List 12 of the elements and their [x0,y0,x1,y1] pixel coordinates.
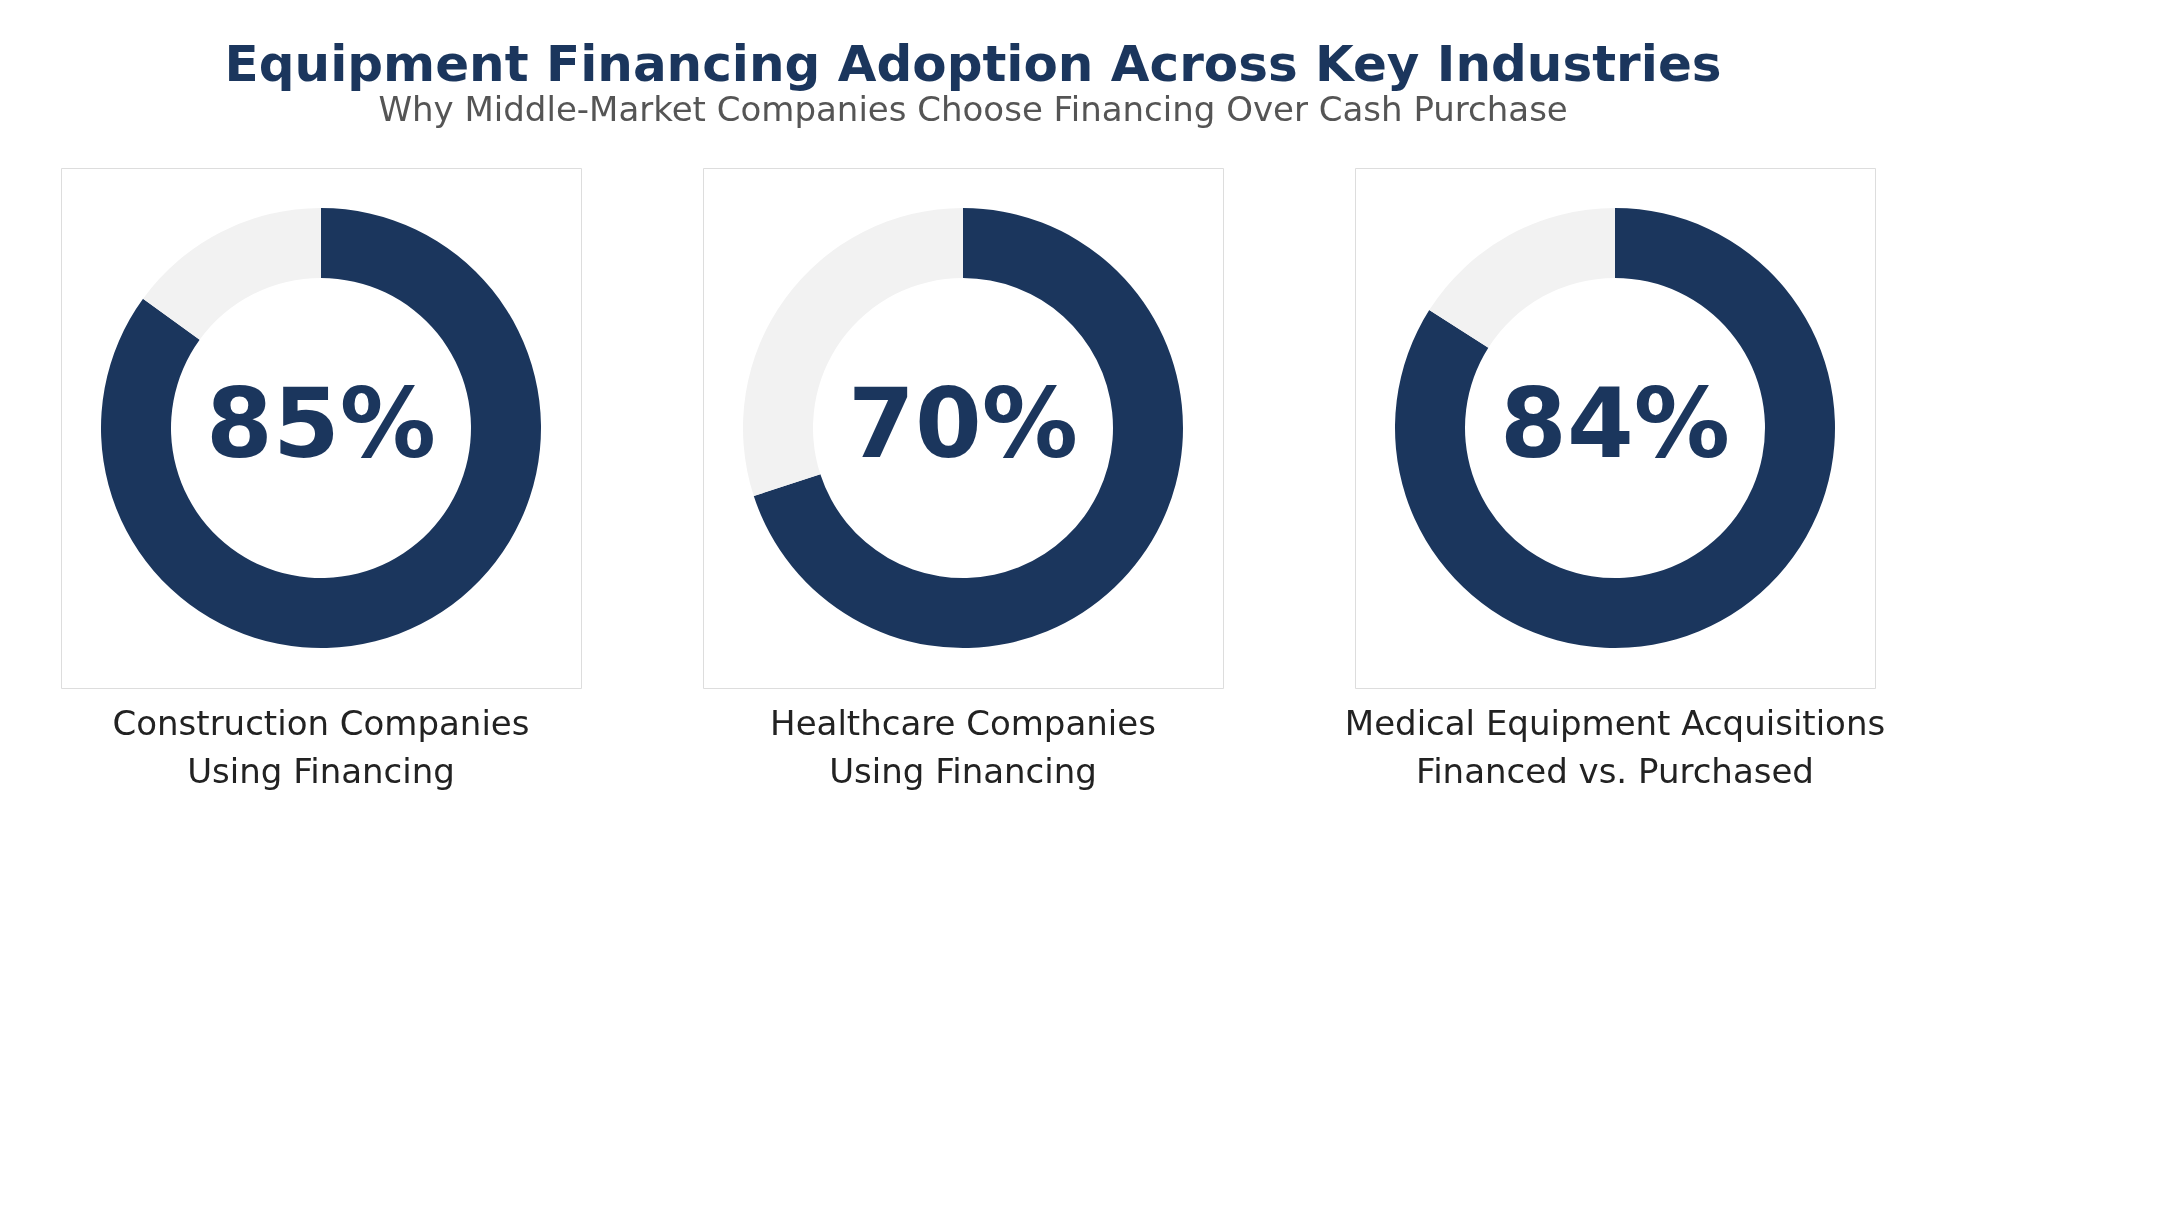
data-label: 70% [848,368,1078,480]
data-label: 84% [1500,368,1730,480]
text: Medical Equipment Acquisitions Financed vs. Purchased [1344,703,1886,791]
donut-slice [753,208,1183,648]
donut-slice [143,208,321,340]
text: Equipment Financing Adoption Across Key Industries [224,34,1722,93]
donut-slice [1429,208,1615,348]
donut-slice [1395,208,1835,648]
text: Construction Companies Using Financing [112,703,530,791]
text: Healthcare Companies Using Financing [770,703,1156,791]
data-label: 85% [206,368,436,480]
donut-slice [101,208,541,648]
